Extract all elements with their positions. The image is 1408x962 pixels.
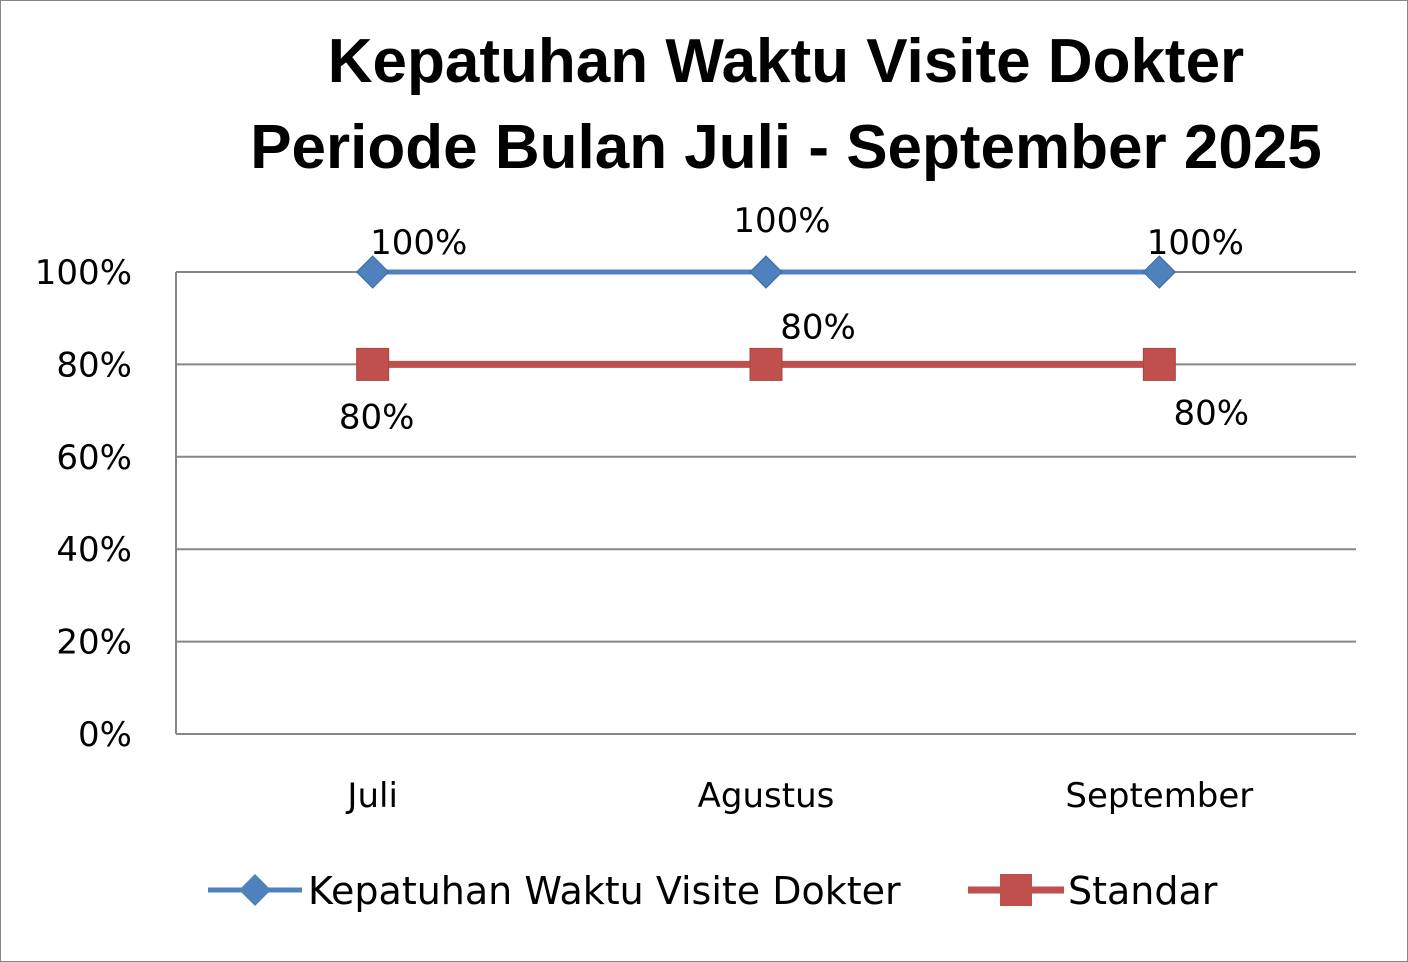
- legend: Kepatuhan Waktu Visite Dokter Standar: [208, 869, 1218, 913]
- x-tick-label: Juli: [345, 776, 397, 816]
- data-label: 100%: [733, 201, 830, 241]
- axes: 0% 20% 40% 60% 80% 100% Juli Agustus September: [35, 253, 1356, 816]
- y-tick-label: 100%: [35, 253, 132, 293]
- legend-label-1: Standar: [1068, 869, 1218, 913]
- data-label: 80%: [339, 397, 415, 437]
- data-label: 80%: [1174, 393, 1250, 433]
- chart-title-line-1: Kepatuhan Waktu Visite Dokter: [328, 27, 1244, 96]
- data-label: 100%: [370, 223, 467, 263]
- legend-marker-square: [1000, 874, 1032, 906]
- chart-title-line-2: Periode Bulan Juli - September 2025: [250, 113, 1322, 182]
- series-0-point-diamond: [1142, 255, 1177, 289]
- gridlines: [176, 271, 1356, 643]
- y-tick-label: 0%: [78, 715, 132, 755]
- series-1-point-square: [356, 347, 390, 381]
- legend-label-0: Kepatuhan Waktu Visite Dokter: [308, 869, 901, 913]
- series-lines: [355, 255, 1177, 381]
- y-tick-label: 60%: [56, 438, 132, 478]
- y-tick-label: 40%: [56, 530, 132, 570]
- y-tick-label: 80%: [56, 345, 132, 385]
- data-label: 80%: [780, 307, 856, 347]
- data-labels: 100% 100% 100% 80% 80% 80%: [339, 201, 1249, 437]
- series-1-point-square: [1142, 347, 1176, 381]
- x-tick-label: Agustus: [698, 776, 835, 816]
- series-0-point-diamond: [355, 255, 390, 289]
- series-1-point-square: [749, 347, 783, 381]
- legend-marker-diamond: [239, 874, 271, 906]
- chart-title: Kepatuhan Waktu Visite Dokter Periode Bu…: [250, 27, 1322, 182]
- series-0-point-diamond: [749, 255, 783, 289]
- data-label: 100%: [1147, 223, 1244, 263]
- y-tick-label: 20%: [56, 623, 132, 663]
- x-tick-label: September: [1065, 776, 1253, 816]
